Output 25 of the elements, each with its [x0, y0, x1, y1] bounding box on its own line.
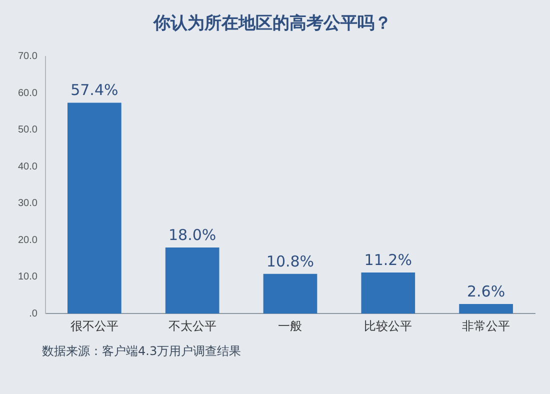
bar: [459, 304, 513, 314]
y-tick-label: 20.0: [18, 234, 38, 246]
y-tick-label: 40.0: [18, 161, 38, 172]
y-tick-label: 10.0: [18, 272, 38, 283]
x-tick-label: 比较公平: [364, 319, 412, 334]
source-note: 数据来源：客户端4.3万用户调查结果: [42, 343, 242, 360]
y-tick-label: 50.0: [18, 124, 38, 136]
data-label: 2.6%: [466, 282, 506, 300]
data-label: 10.8%: [266, 252, 314, 270]
y-tick-label: 30.0: [18, 198, 38, 210]
x-tick-label: 一般: [278, 319, 302, 334]
bar: [165, 247, 220, 314]
data-label: 57.4%: [70, 81, 118, 100]
bar: [67, 102, 122, 314]
y-tick-label: .0: [29, 308, 38, 320]
data-label: 11.2%: [364, 250, 412, 269]
x-tick-label: 很不公平: [70, 319, 118, 334]
y-tick-label: 70.0: [18, 51, 38, 62]
x-tick-label: 不太公平: [168, 319, 216, 334]
data-label: 18.0%: [168, 226, 216, 244]
bar: [263, 274, 318, 314]
x-tick-label: 非常公平: [462, 319, 510, 334]
chart-title: 你认为所在地区的高考公平吗？: [152, 14, 392, 34]
bar: [361, 272, 416, 314]
y-tick-label: 60.0: [18, 88, 38, 99]
